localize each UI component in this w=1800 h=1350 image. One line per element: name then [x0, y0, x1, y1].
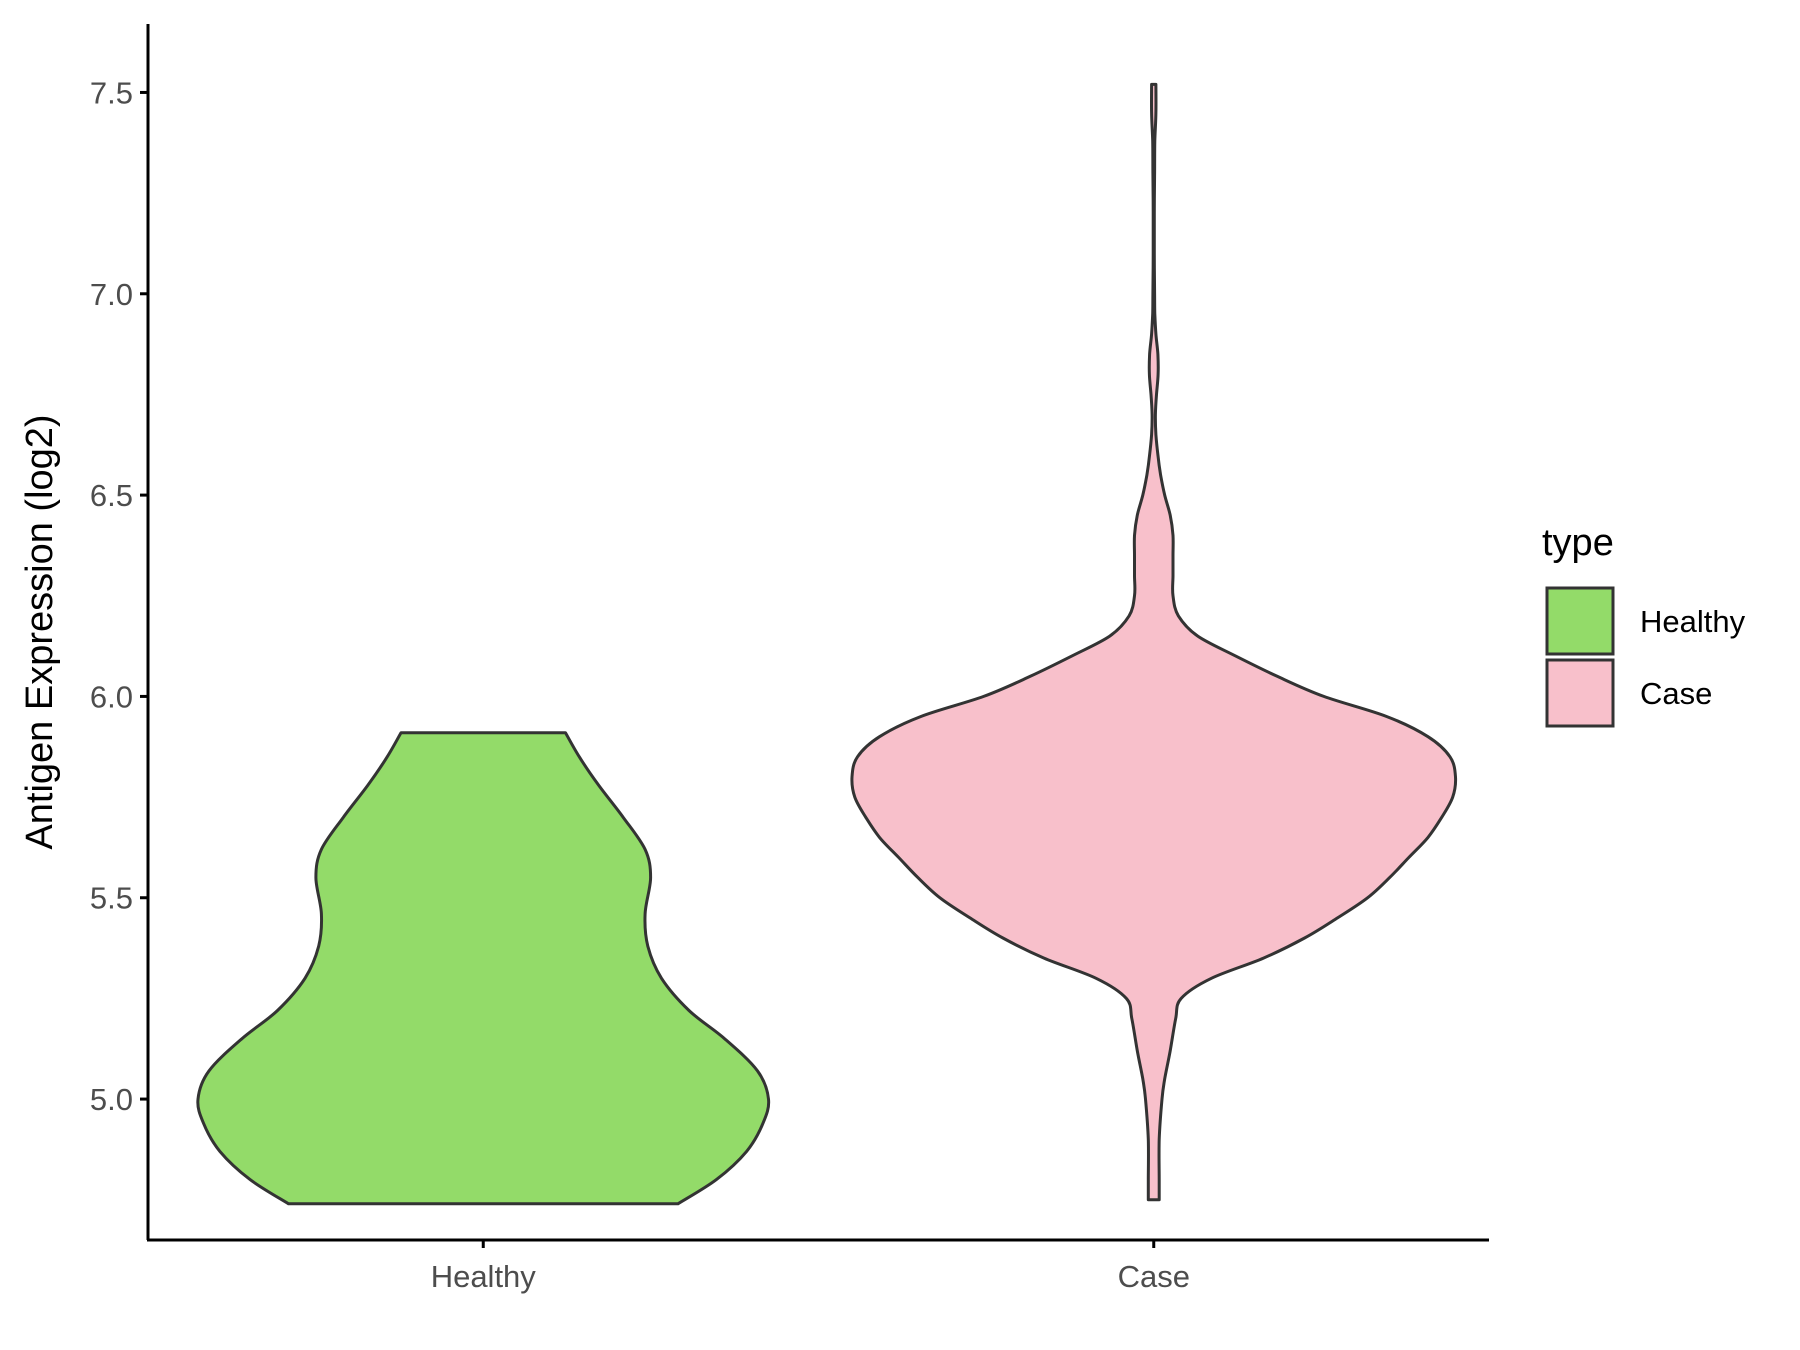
legend-label-case: Case — [1640, 676, 1712, 711]
x-tick-label-healthy: Healthy — [431, 1259, 537, 1294]
violin-case — [850, 82, 1458, 1202]
y-ticks: 5.0 5.5 6.0 6.5 7.0 7.5 — [90, 75, 148, 1117]
y-tick-label: 5.0 — [90, 1082, 133, 1117]
violins-layer — [196, 82, 1458, 1206]
y-tick-label: 5.5 — [90, 881, 133, 916]
legend-key-case — [1545, 658, 1615, 728]
x-ticks: Healthy Case — [431, 1240, 1190, 1294]
y-tick-label: 6.0 — [90, 679, 133, 714]
y-tick-label: 7.0 — [90, 277, 133, 312]
legend-title: type — [1542, 522, 1614, 564]
y-tick-label: 7.5 — [90, 75, 133, 110]
y-tick-label: 6.5 — [90, 478, 133, 513]
violin-healthy — [196, 731, 771, 1206]
legend-label-healthy: Healthy — [1640, 604, 1746, 639]
legend-key-healthy — [1545, 586, 1615, 656]
y-axis-title: Antigen Expression (log2) — [19, 414, 61, 849]
legend: type Healthy Case — [1542, 522, 1746, 728]
x-tick-label-case: Case — [1118, 1259, 1190, 1294]
